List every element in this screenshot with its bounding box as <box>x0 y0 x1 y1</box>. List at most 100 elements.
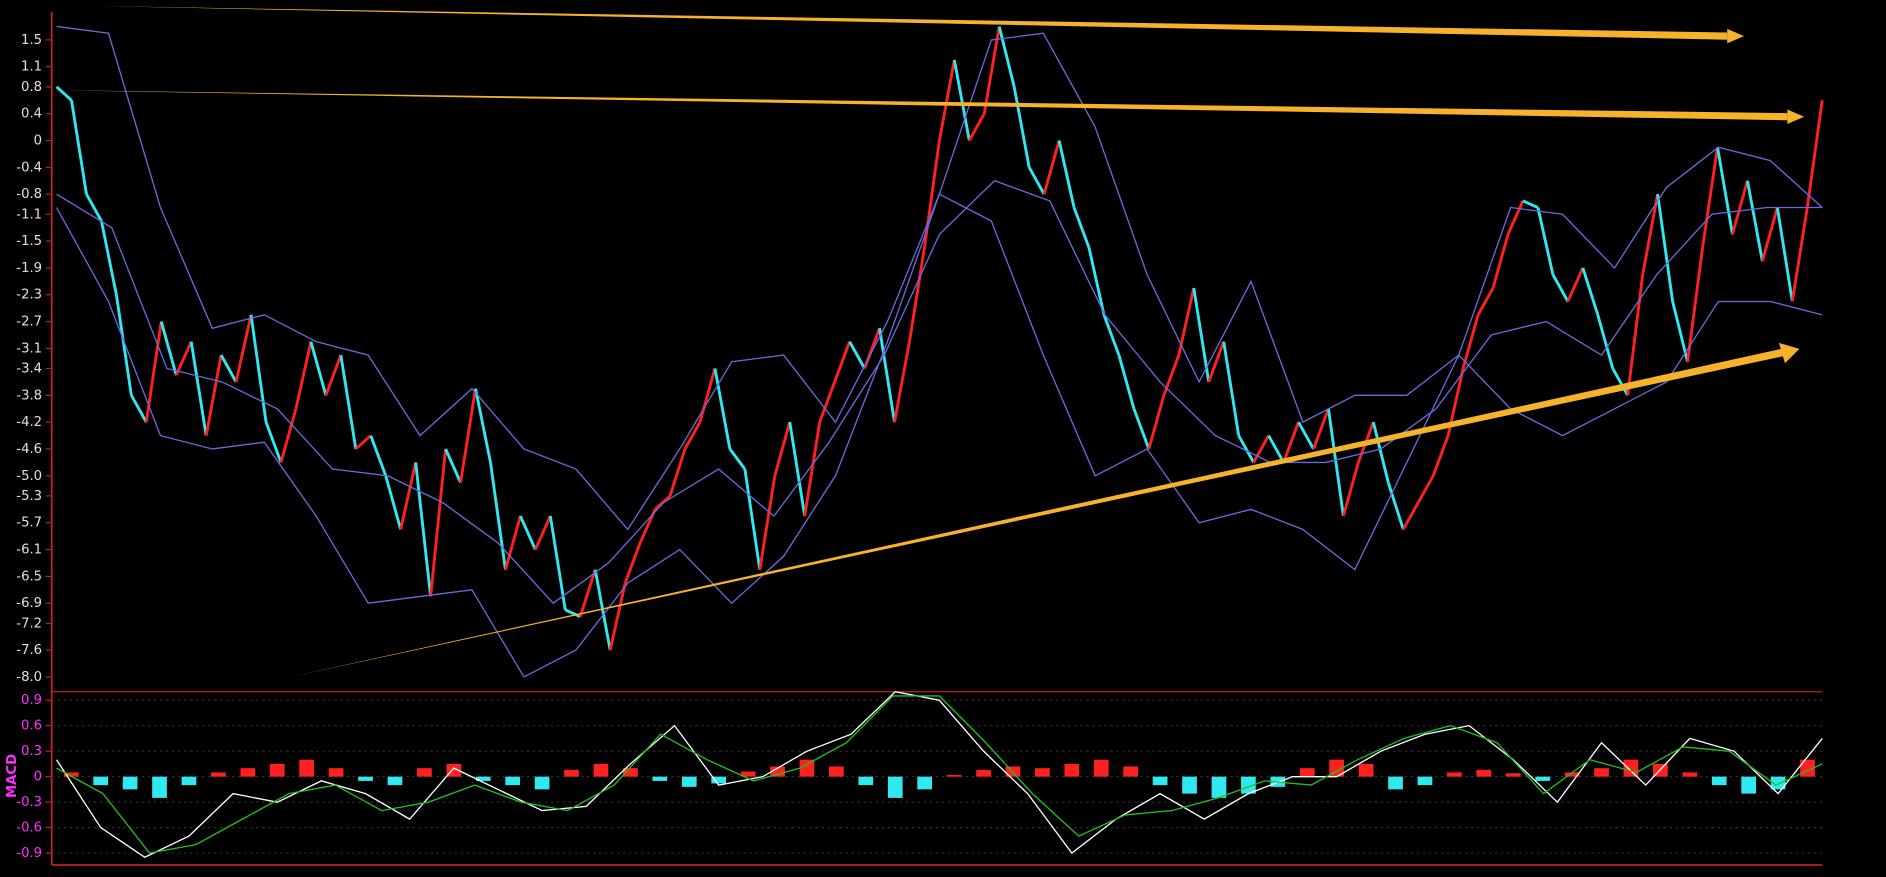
renko-brick <box>1431 435 1450 477</box>
macd-bar <box>1388 776 1403 790</box>
renko-brick <box>997 26 1016 88</box>
macd-bar <box>122 776 138 790</box>
y-tick-label: -8.0 <box>16 670 42 685</box>
renko-brick <box>608 582 627 651</box>
renko-brick <box>1282 421 1300 463</box>
y-tick-label: -1.9 <box>16 261 42 276</box>
renko-brick <box>279 408 298 463</box>
renko-brick <box>713 368 732 450</box>
y-tick-label: 0.8 <box>21 80 42 95</box>
renko-brick <box>1267 434 1285 464</box>
macd-bar <box>858 776 874 786</box>
macd-bar <box>240 768 256 777</box>
macd-bar <box>63 772 79 777</box>
renko-brick <box>1072 207 1091 249</box>
macd-label: MACD <box>5 754 20 798</box>
macd-bar <box>1182 776 1197 794</box>
macd-bar <box>711 776 727 784</box>
y-tick-label: -1.5 <box>16 234 42 249</box>
renko-brick <box>1596 314 1615 369</box>
renko-brick <box>1117 354 1136 410</box>
trend-arrows <box>56 6 1805 678</box>
macd-bar <box>358 776 373 781</box>
y-tick-label: 0 <box>34 770 42 785</box>
y-tick-label: -3.1 <box>16 341 42 356</box>
y-tick-label: -2.3 <box>16 288 42 303</box>
renko-brick <box>384 475 403 530</box>
macd-bar <box>829 766 844 777</box>
renko-brick <box>459 388 477 483</box>
renko-brick <box>264 421 283 463</box>
renko-brick <box>1416 475 1435 504</box>
renko-brick <box>1102 314 1121 356</box>
renko-brick <box>1371 421 1390 483</box>
y-tick-label: 0.4 <box>21 107 42 122</box>
renko-brick <box>159 321 178 376</box>
y-tick-label: -0.3 <box>16 795 42 810</box>
renko-brick <box>1402 501 1420 531</box>
y-tick-label: -4.2 <box>16 415 42 430</box>
renko-brick <box>1566 267 1585 303</box>
macd-line <box>56 695 1823 854</box>
macd-bar <box>917 776 933 790</box>
macd-bar <box>564 769 579 777</box>
renko-brick <box>1536 207 1555 275</box>
renko-brick <box>1746 180 1764 262</box>
renko-brick <box>1147 394 1166 450</box>
renko-brick <box>833 341 851 383</box>
y-tick-label: -7.2 <box>16 616 42 631</box>
macd-bar <box>1035 768 1050 777</box>
renko-brick <box>489 462 507 570</box>
renko-brick <box>249 314 268 423</box>
y-tick-label: -0.9 <box>16 846 42 861</box>
renko-brick <box>219 354 238 383</box>
renko-brick <box>1731 180 1749 235</box>
renko-brick <box>1686 247 1704 362</box>
band-line <box>55 193 1823 678</box>
renko-brick <box>668 448 687 497</box>
renko-brick <box>1312 408 1330 450</box>
renko-brick <box>564 608 581 618</box>
y-tick-label: -3.8 <box>16 388 42 403</box>
y-tick-label: -2.7 <box>16 315 42 330</box>
renko-brick <box>937 59 956 141</box>
renko-brick <box>1775 207 1794 302</box>
renko-brick <box>1656 193 1675 302</box>
renko-brick <box>1581 267 1600 316</box>
macd-bar <box>1417 776 1433 786</box>
renko-brick <box>1297 421 1315 450</box>
renko-brick <box>1012 86 1031 168</box>
renko-brick <box>1701 147 1719 249</box>
macd-bar <box>770 766 785 777</box>
renko-brick <box>1641 193 1660 275</box>
arrow-head <box>1727 28 1745 44</box>
renko-brick <box>174 341 193 376</box>
macd-bar <box>299 759 315 777</box>
renko-brick <box>848 340 866 370</box>
macd-bar <box>652 776 668 781</box>
macd-line <box>55 691 1823 859</box>
renko-brick <box>968 112 986 142</box>
renko-brick <box>982 26 1001 114</box>
renko-brick <box>818 381 836 423</box>
renko-brick <box>1716 146 1734 235</box>
renko-brick <box>1461 314 1480 369</box>
macd-bar <box>1123 766 1139 777</box>
renko-brick <box>114 294 133 396</box>
y-tick-label: 0.9 <box>21 693 42 708</box>
macd-bar <box>976 769 991 777</box>
renko-brick <box>444 448 462 484</box>
macd-bar <box>181 776 197 786</box>
renko-brick <box>773 421 792 477</box>
renko-brick <box>1386 482 1405 530</box>
macd-bar <box>93 776 109 786</box>
renko-brick <box>1132 408 1151 450</box>
arrow-head <box>1787 109 1805 124</box>
renko-brick <box>1222 341 1241 436</box>
renko-brick <box>728 448 747 470</box>
y-tick-label: -5.7 <box>16 516 42 531</box>
macd-bar <box>475 776 491 781</box>
renko-brick <box>1805 100 1824 208</box>
